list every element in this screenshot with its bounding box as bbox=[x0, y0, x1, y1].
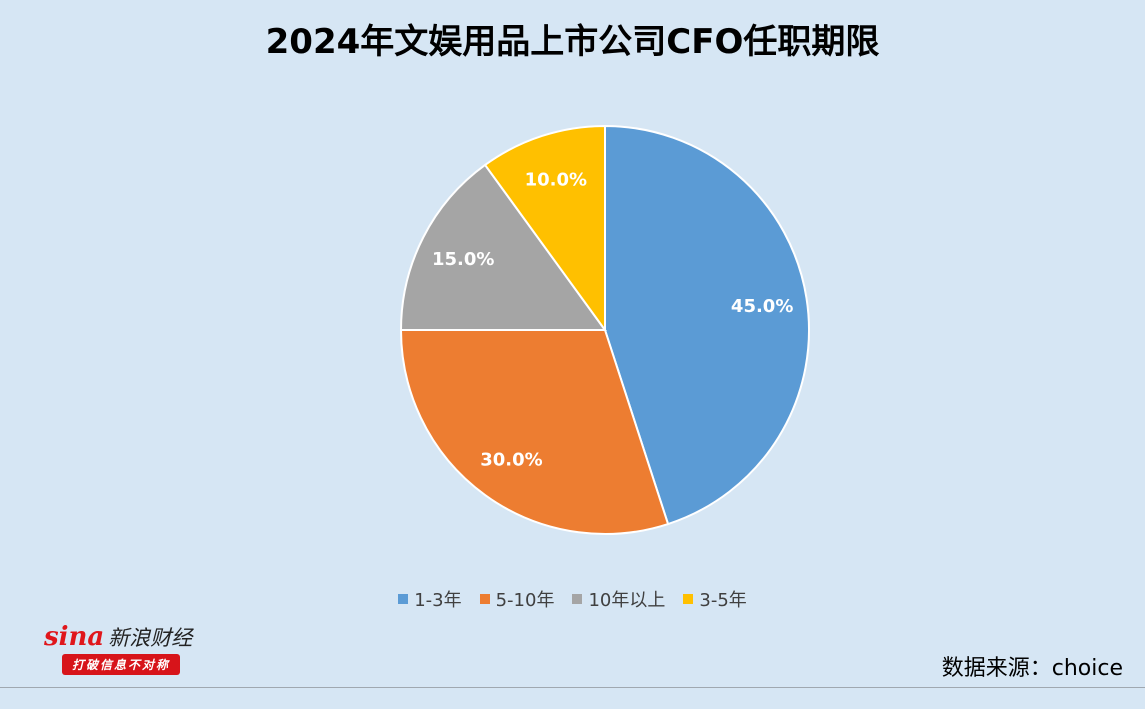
legend-item-10-plus: 10年以上 bbox=[572, 586, 665, 612]
slice-data-label: 45.0% bbox=[731, 296, 793, 317]
legend-swatch bbox=[572, 594, 583, 604]
sina-logo-wordmark: sina bbox=[44, 622, 105, 652]
slice-data-label: 30.0% bbox=[480, 450, 542, 471]
pie-slice-2 bbox=[399, 329, 670, 535]
legend-item-5-10: 5-10年 bbox=[479, 586, 555, 612]
chart-legend: 1-3年 5-10年 10年以上 3-5年 bbox=[0, 586, 1145, 612]
legend-swatch bbox=[479, 594, 490, 604]
legend-item-1-3: 1-3年 bbox=[398, 586, 462, 612]
chart-title: 2024年文娱用品上市公司CFO任职期限 bbox=[265, 22, 880, 62]
legend-label: 5-10年 bbox=[495, 590, 555, 611]
pie-slice-1 bbox=[604, 124, 810, 526]
legend-swatch bbox=[683, 594, 694, 604]
slice-data-label: 10.0% bbox=[525, 170, 587, 191]
sina-slogan: 打破信息不对称 bbox=[62, 654, 181, 675]
pie-slice-3 bbox=[399, 163, 607, 331]
legend-label: 1-3年 bbox=[414, 590, 462, 611]
slice-data-label: 15.0% bbox=[432, 249, 494, 270]
divider bbox=[0, 687, 1145, 688]
pie-slice-4 bbox=[483, 124, 606, 334]
data-source: 数据来源：choice bbox=[941, 656, 1123, 681]
legend-item-3-5: 3-5年 bbox=[683, 586, 747, 612]
sina-finance-logo: sina 新浪财经 打破信息不对称 bbox=[44, 624, 204, 680]
legend-label: 3-5年 bbox=[699, 590, 747, 611]
legend-label: 10年以上 bbox=[588, 590, 666, 611]
legend-swatch bbox=[398, 594, 409, 604]
sina-finance-name: 新浪财经 bbox=[108, 626, 193, 650]
